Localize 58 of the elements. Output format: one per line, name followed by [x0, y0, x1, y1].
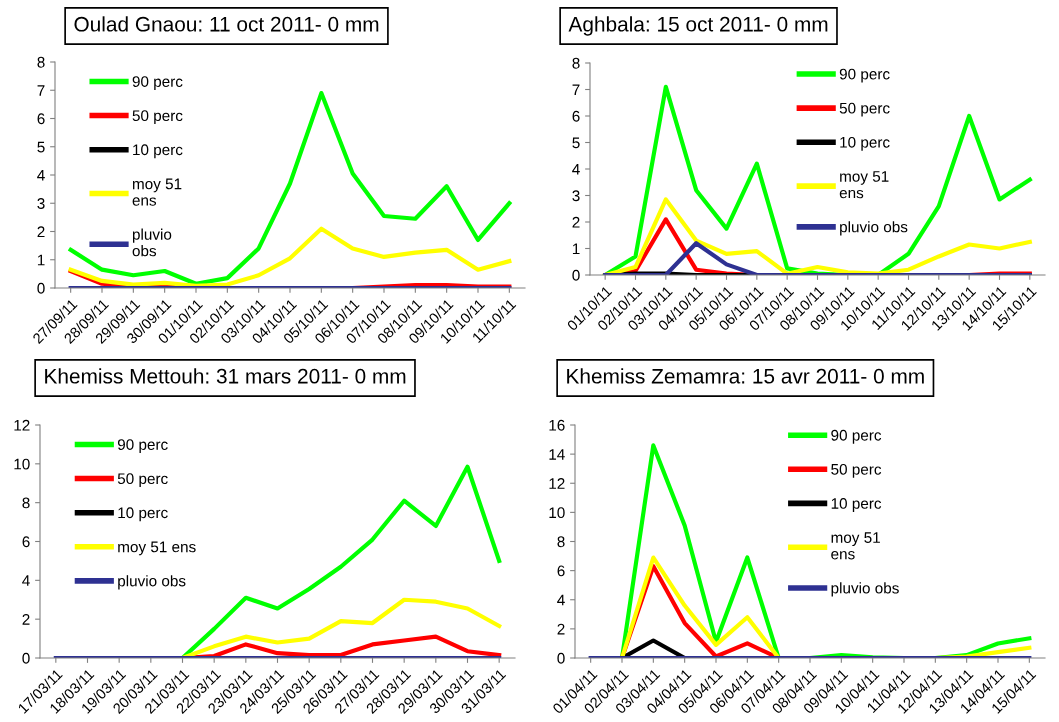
legend-label: 90 perc	[132, 76, 183, 90]
legend-label: moy 51 ens	[132, 178, 182, 206]
y-tick-label: 7	[572, 84, 580, 96]
y-tick-label: 4	[22, 575, 30, 586]
legend-label: 50 perc	[132, 110, 183, 125]
legend-label: 50 perc	[117, 473, 168, 488]
legend-label: pluvio obs	[840, 221, 908, 236]
y-tick-label: 1	[37, 254, 45, 266]
legend-label: moy 51 ens	[831, 532, 880, 560]
y-tick-label: 14	[549, 449, 565, 460]
legend-label: 10 perc	[118, 507, 168, 522]
legend-label: 50 perc	[839, 102, 890, 117]
y-tick-label: 6	[37, 113, 45, 125]
legend-label: 10 perc	[831, 498, 882, 512]
y-tick-label: 0	[22, 652, 30, 664]
y-tick-label: 10	[549, 507, 565, 519]
y-tick-label: 0	[557, 652, 565, 664]
y-tick-label: 4	[557, 594, 565, 606]
legend-label: pluvio obs	[831, 582, 899, 597]
legend-label: moy 51 ens	[118, 541, 196, 556]
y-tick-label: 1	[572, 243, 580, 255]
y-tick-label: 10	[14, 458, 30, 470]
chart-title: Khemiss Zemamra: 15 avr 2011- 0 mm	[567, 368, 924, 384]
legend-label: moy 51 ens	[839, 171, 889, 199]
y-tick-label: 3	[572, 190, 580, 202]
y-tick-label: 6	[572, 110, 580, 122]
y-tick-label: 2	[37, 226, 45, 238]
y-tick-label: 8	[557, 536, 565, 548]
y-tick-label: 8	[572, 57, 580, 69]
y-tick-label: 5	[572, 137, 580, 149]
y-tick-label: 12	[14, 419, 30, 431]
y-tick-label: 8	[37, 56, 45, 68]
y-tick-label: 3	[37, 198, 45, 209]
y-tick-label: 4	[572, 164, 580, 175]
y-tick-label: 16	[549, 419, 565, 431]
legend-label: pluvio obs	[118, 575, 186, 590]
legend-label: pluvio obs	[132, 228, 172, 257]
y-tick-label: 2	[557, 623, 565, 635]
y-tick-label: 2	[22, 614, 30, 625]
legend-label: 50 perc	[831, 463, 882, 478]
y-tick-label: 8	[22, 497, 30, 509]
chart-title: Oulad Gnaou: 11 oct 2011- 0 mm	[74, 16, 379, 32]
y-tick-label: 0	[37, 282, 45, 294]
y-tick-label: 0	[572, 269, 580, 281]
y-tick-label: 6	[557, 565, 565, 577]
legend-label: 90 perc	[831, 429, 882, 444]
y-tick-label: 4	[37, 170, 45, 181]
y-tick-label: 12	[549, 478, 565, 489]
chart-title: Aghbala: 15 oct 2011- 0 mm	[568, 16, 828, 36]
y-tick-label: 7	[37, 85, 45, 96]
chart-title: Khemiss Mettouh: 31 mars 2011- 0 mm	[45, 368, 406, 384]
legend-label: 10 perc	[840, 136, 890, 151]
y-tick-label: 2	[572, 216, 580, 228]
legend-label: 10 perc	[133, 144, 183, 159]
legend-label: 90 perc	[117, 439, 168, 453]
y-tick-label: 5	[37, 141, 45, 153]
y-tick-label: 6	[22, 536, 30, 548]
legend-label: 90 perc	[839, 68, 890, 83]
